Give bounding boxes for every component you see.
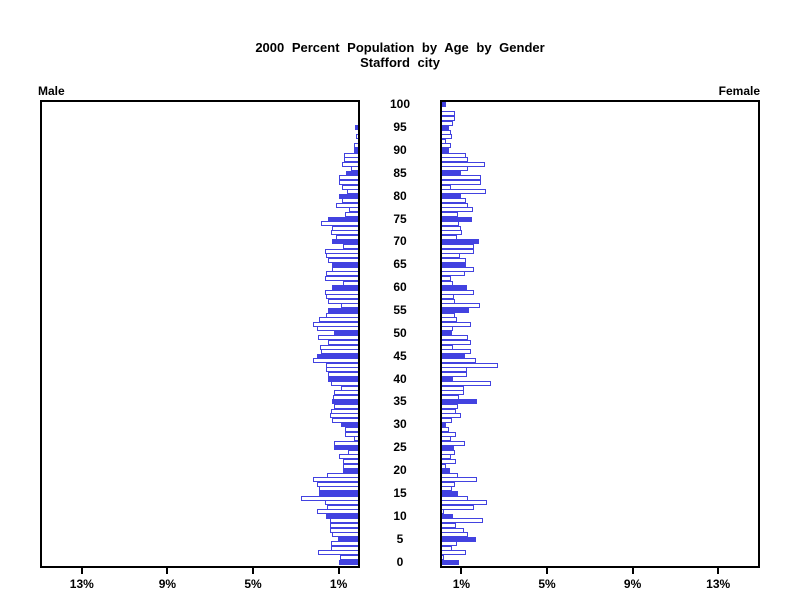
percent-tick-label-female-1%: 1% [452,577,471,591]
age-tick-label-80: 80 [393,188,407,203]
chart-title-line1: 2000 Percent Population by Age by Gender [255,40,545,55]
age-tick-label-75: 75 [393,211,407,226]
age-tick-label-100: 100 [389,97,411,112]
percent-tick-label-male-13%: 13% [69,577,94,591]
percent-tick-female-9% [631,566,634,574]
age-tick-label-40: 40 [393,371,407,386]
percent-tick-male-1% [337,566,340,574]
male-plot-area [40,100,360,568]
age-tick-label-20: 20 [393,463,407,477]
age-tick-label-45: 45 [393,348,407,363]
age-tick-label-30: 30 [393,417,407,432]
percent-tick-label-male-9%: 9% [158,577,177,591]
male-side-label: Male [38,84,65,98]
age-tick-label-10: 10 [393,508,407,523]
age-tick-label-90: 90 [393,142,407,157]
percent-tick-label-female-13%: 13% [706,577,731,591]
age-tick-label-65: 65 [393,257,407,272]
percent-tick-female-1% [460,566,463,574]
percent-tick-label-female-9%: 9% [623,577,642,591]
percent-tick-male-13% [80,566,83,574]
age-tick-label-85: 85 [393,165,407,180]
age-tick-label-35: 35 [393,394,407,409]
age-tick-label-15: 15 [393,485,407,500]
female-side-label: Female [718,84,760,98]
percent-tick-female-13% [717,566,720,574]
percent-tick-female-5% [546,566,548,574]
percent-tick-label-male-5%: 5% [244,577,262,591]
age-tick-label-5: 5 [396,531,404,546]
female-plot-area [440,100,760,568]
age-tick-label-50: 50 [393,325,407,340]
percent-tick-male-9% [166,566,169,574]
percent-tick-male-5% [252,566,254,574]
age-tick-label-25: 25 [393,440,407,455]
age-tick-label-95: 95 [393,120,407,135]
chart-title: 2000 Percent Population by Age by Gender… [0,40,800,70]
age-tick-label-70: 70 [393,234,407,249]
age-tick-label-0: 0 [396,554,404,569]
age-tick-label-55: 55 [393,303,407,317]
age-tick-label-60: 60 [393,280,407,295]
percent-tick-label-male-1%: 1% [329,577,348,591]
percent-tick-label-female-5%: 5% [538,577,556,591]
chart-title-line2: Stafford city [360,55,440,70]
